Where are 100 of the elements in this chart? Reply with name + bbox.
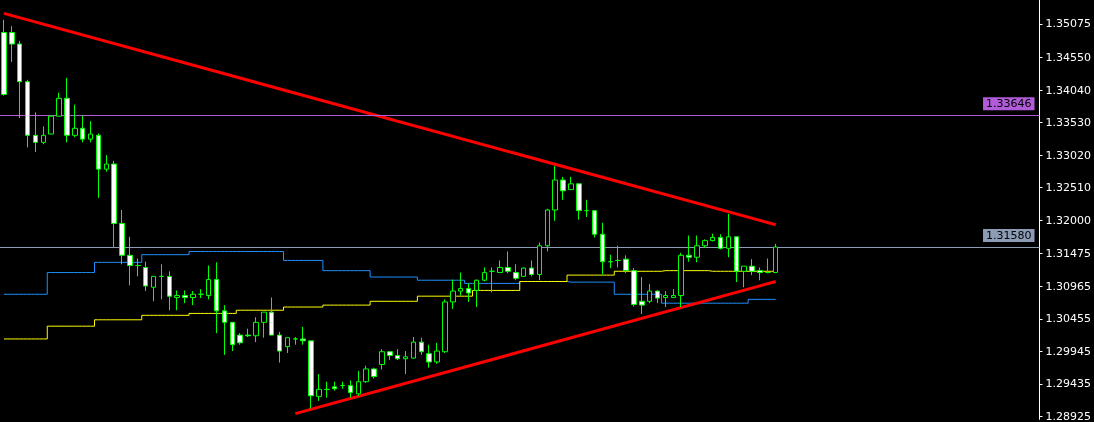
candlestick (56, 92, 62, 117)
candlestick (206, 265, 211, 300)
candlestick (521, 266, 526, 278)
candlestick (80, 115, 85, 143)
candlestick (489, 266, 495, 293)
candlestick (458, 272, 463, 297)
candlestick (419, 337, 424, 356)
candlestick (600, 222, 605, 275)
candlestick (718, 233, 723, 251)
candlestick (647, 283, 652, 304)
candlestick (48, 115, 54, 135)
candlestick (568, 176, 574, 191)
candlestick (363, 365, 369, 384)
candlestick (277, 331, 282, 364)
candlestick (615, 245, 621, 268)
candlestick (190, 290, 196, 306)
candlestick (174, 289, 180, 311)
candlestick (64, 77, 70, 143)
candlestick (710, 233, 715, 242)
candlestick (332, 381, 337, 392)
candlestick (151, 275, 156, 302)
candlestick (545, 208, 550, 252)
candlestick (104, 154, 109, 173)
candlestick (214, 261, 219, 334)
candlestick (411, 336, 416, 360)
candlestick (442, 298, 448, 354)
candlestick (253, 316, 259, 343)
candlestick (269, 296, 274, 336)
candlestick (671, 288, 676, 298)
y-tick-label: 1.32510 (1045, 181, 1092, 195)
candlestick (9, 25, 15, 63)
candlestick (245, 328, 251, 338)
candlestick (17, 40, 22, 119)
candlestick (537, 242, 542, 281)
candlestick (757, 266, 763, 281)
candlestick (308, 340, 314, 410)
y-tick-label: 1.28925 (1045, 410, 1092, 422)
candlestick (663, 290, 668, 308)
candlestick (639, 276, 645, 315)
candlestick (576, 183, 582, 221)
y-tick-label: 1.33530 (1045, 116, 1092, 130)
candlestick (316, 373, 322, 402)
candlestick (560, 176, 566, 201)
candlestick (529, 259, 534, 277)
candlestick (324, 381, 330, 399)
candlestick (552, 165, 558, 222)
y-tick-label: 1.34550 (1045, 50, 1092, 64)
candlestick (403, 350, 408, 375)
candlestick (631, 267, 637, 307)
candlestick (734, 236, 739, 283)
ref-line-label: 1.33646 (986, 97, 1032, 111)
candlestick (655, 289, 660, 304)
candlestick (505, 251, 511, 274)
candlestick (222, 304, 227, 356)
candlestick (25, 79, 30, 148)
candlestick (135, 258, 141, 277)
candlestick (584, 199, 589, 218)
candlestick (119, 209, 125, 265)
candlestick (678, 252, 684, 308)
candlestick (513, 263, 519, 281)
candlestick (773, 243, 778, 274)
candlestick (1, 19, 7, 97)
candlestick (300, 326, 306, 346)
candlestick (111, 160, 117, 249)
candlestick (765, 258, 771, 274)
ref-line-label: 1.31580 (986, 229, 1032, 243)
candlestick (96, 132, 101, 199)
candlestick (237, 332, 243, 346)
candlestick (182, 289, 188, 304)
candlestick (694, 235, 700, 263)
y-tick-label: 1.29945 (1045, 344, 1092, 358)
candlestick (72, 104, 78, 138)
y-tick-label: 1.32000 (1045, 213, 1092, 227)
y-tick-label: 1.29435 (1045, 377, 1092, 391)
y-tick-label: 1.30455 (1045, 312, 1092, 326)
candlestick (198, 288, 204, 299)
candlestick (726, 213, 731, 258)
candlestick (497, 259, 503, 274)
candlestick (285, 337, 290, 354)
candlestick (474, 279, 479, 308)
candlestick (167, 270, 172, 311)
candlestick (33, 111, 38, 153)
candlestick (450, 279, 456, 310)
candlestick (466, 282, 471, 303)
candlestick (371, 367, 377, 380)
candlestick (127, 236, 133, 286)
y-tick-label: 1.35075 (1045, 17, 1092, 31)
candlestick (592, 209, 597, 238)
candlestick (702, 238, 708, 249)
candlestick (88, 120, 93, 143)
candlestick (395, 348, 400, 361)
candlestick (379, 348, 385, 371)
candlestick (143, 261, 148, 292)
y-tick-label: 1.34040 (1045, 83, 1092, 97)
candlestick (686, 235, 692, 263)
candlestick (348, 379, 353, 399)
candlestick (426, 344, 432, 369)
candlestick (623, 254, 629, 274)
y-tick-label: 1.31475 (1045, 247, 1092, 261)
candlestick (482, 266, 487, 282)
